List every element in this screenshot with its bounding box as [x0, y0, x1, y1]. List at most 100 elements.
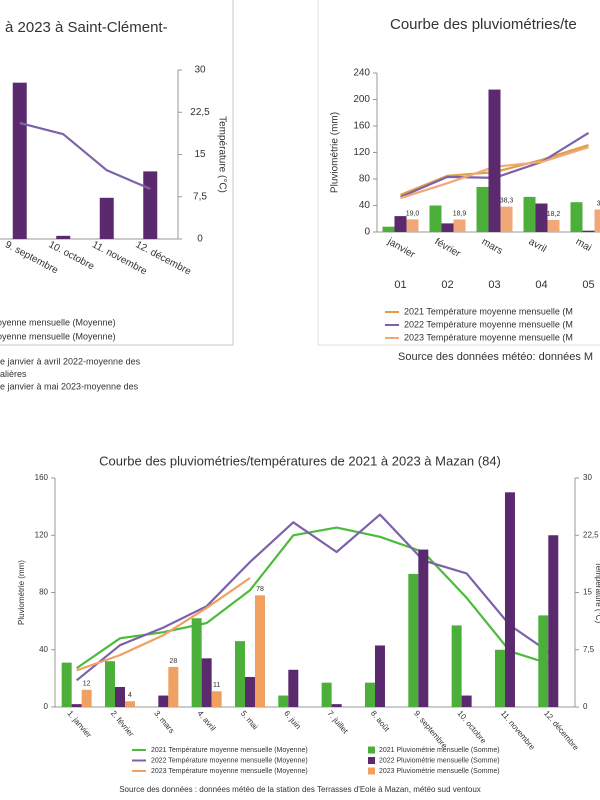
bar — [81, 689, 92, 707]
data-label: 19,0 — [406, 210, 420, 217]
legend-label: 2021 Pluviométrie mensuelle (Somme) — [379, 747, 500, 754]
x-tick-label: 6. juin — [282, 709, 303, 731]
y-axis-label: Pluviométrie (mm) — [330, 112, 341, 193]
y-tick-label: 80 — [359, 174, 371, 185]
bar — [288, 669, 299, 707]
x-tick-label: 10. octobre — [455, 709, 488, 746]
x-tick-label: 8. août — [369, 709, 392, 734]
bar — [278, 695, 289, 707]
legend-swatch — [368, 767, 375, 775]
legend-label: oyenne mensuelle (Moyenne) — [0, 331, 116, 341]
bar — [538, 615, 549, 707]
legend-label: 2023 Température moyenne mensuelle (M — [404, 332, 573, 342]
bar — [535, 203, 548, 232]
bar — [114, 686, 125, 707]
bar — [461, 695, 472, 707]
legend-label: 2023 Pluviométrie mensuelle (Somme) — [379, 768, 500, 775]
y-tick-label: 120 — [353, 147, 370, 158]
y-tick-label: 160 — [35, 473, 49, 482]
bar — [158, 695, 169, 707]
bar — [168, 666, 179, 707]
bar — [394, 216, 407, 232]
bar — [408, 573, 419, 707]
legend-label: 2022 Température moyenne mensuelle (Moye… — [151, 757, 308, 764]
y-tick-label: 120 — [35, 530, 49, 539]
x-tick-label: avril — [527, 236, 548, 255]
legend-label: 2021 Température moyenne mensuelle (Moye… — [151, 747, 308, 754]
bar — [523, 196, 536, 232]
bar — [143, 171, 158, 239]
legend-label: 2021 Température moyenne mensuelle (M — [404, 306, 573, 316]
bar — [364, 682, 375, 707]
bar — [476, 186, 489, 232]
x-subcategory-label: 01 — [394, 279, 406, 291]
line-series — [19, 121, 151, 190]
chart-title: à 2023 à Saint-Clément- — [5, 19, 168, 36]
bar — [56, 235, 71, 239]
x-tick-label: février — [433, 236, 463, 260]
y2-tick-label: 7,5 — [193, 191, 207, 202]
x-tick-label: 5. mai — [239, 709, 260, 732]
y-tick-label: 80 — [39, 588, 48, 597]
bar — [582, 230, 595, 232]
bar — [441, 223, 454, 232]
data-label: 4 — [128, 692, 132, 699]
bar — [374, 645, 385, 707]
y2-tick-label: 30 — [583, 473, 592, 482]
chart-title: Courbe des pluviométries/températures de… — [99, 453, 501, 468]
legend-label: 2022 Température moyenne mensuelle (M — [404, 319, 573, 329]
data-label: 18,9 — [453, 210, 467, 217]
y-axis-label: Pluviométrie (mm) — [17, 560, 26, 625]
panel-frame — [0, 0, 234, 346]
y2-axis-label: Température (°C) — [594, 562, 600, 624]
note: alières — [0, 369, 27, 379]
y-tick-label: 0 — [364, 227, 370, 238]
bar — [12, 82, 27, 239]
x-tick-label: 3. mars — [152, 709, 176, 735]
bar — [488, 89, 501, 232]
x-tick-label: mai — [574, 236, 593, 254]
y2-tick-label: 0 — [197, 234, 203, 245]
bar — [451, 625, 462, 707]
bar — [494, 649, 505, 707]
bar — [418, 549, 429, 707]
x-subcategory-label: 02 — [441, 279, 453, 291]
chart-title: Courbe des pluviométries/te — [390, 16, 577, 33]
bar — [500, 206, 513, 232]
y-tick-label: 40 — [39, 645, 48, 654]
line-series — [76, 513, 554, 682]
source: Source des données météo: données M — [398, 351, 593, 363]
bar — [504, 492, 515, 707]
bar — [104, 661, 115, 707]
bar — [406, 219, 419, 232]
bar — [429, 205, 442, 232]
y2-tick-label: 15 — [583, 588, 592, 597]
y-tick-label: 160 — [353, 121, 370, 132]
bar — [191, 618, 202, 707]
legend-label: 2022 Pluviométrie mensuelle (Somme) — [379, 757, 500, 764]
data-label: 12 — [83, 681, 91, 688]
bar — [71, 704, 82, 707]
bar — [382, 226, 395, 232]
panel-frame — [317, 0, 600, 346]
y2-tick-label: 30 — [194, 65, 206, 76]
legend-label: oyenne mensuelle (Moyenne) — [0, 317, 116, 327]
x-tick-label: mars — [480, 236, 505, 257]
y-tick-label: 200 — [353, 94, 370, 105]
y-tick-label: 240 — [353, 68, 370, 79]
y2-tick-label: 22,5 — [583, 530, 599, 539]
bar — [453, 219, 466, 232]
x-tick-label: 12. décembre — [542, 709, 581, 753]
bar — [570, 202, 583, 232]
y2-tick-label: 0 — [583, 702, 588, 711]
source: Source des données : données météo de la… — [119, 785, 481, 794]
bar — [201, 658, 212, 707]
bar — [61, 662, 72, 707]
y-tick-label: 40 — [359, 200, 371, 211]
bar — [124, 701, 135, 707]
note: e janvier à mai 2023-moyenne des — [0, 381, 139, 391]
legend-label: 2023 Température moyenne mensuelle (Moye… — [151, 768, 308, 775]
legend-swatch — [368, 757, 375, 764]
